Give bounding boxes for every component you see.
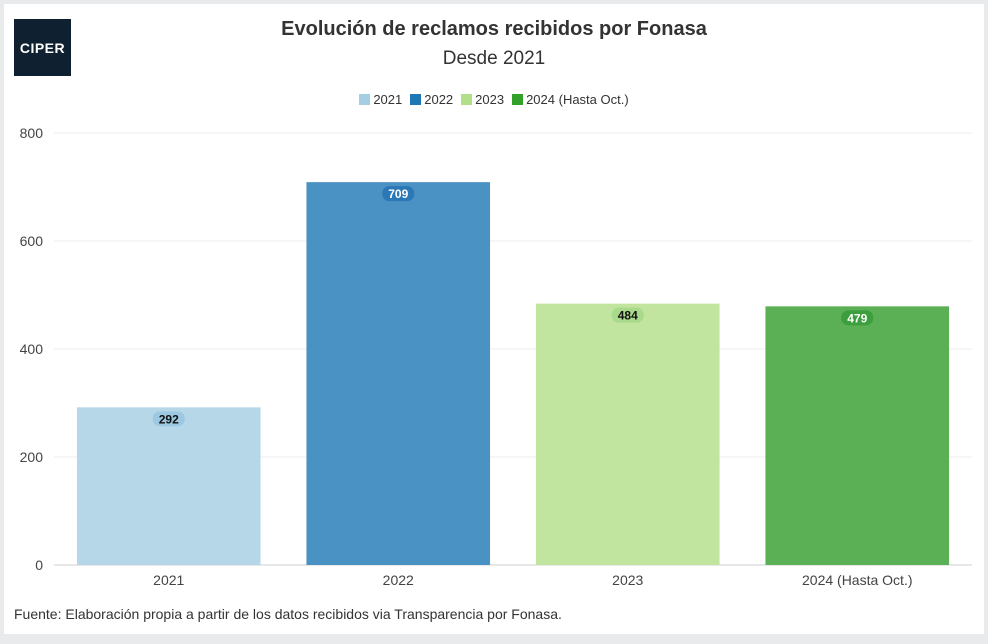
y-tick-label: 800 [20, 125, 44, 141]
ciper-logo[interactable]: CIPER [14, 19, 71, 76]
chart-card: CIPER Evolución de reclamos recibidos po… [4, 4, 984, 634]
source-note: Fuente: Elaboración propia a partir de l… [14, 606, 562, 622]
legend-label: 2021 [373, 92, 403, 107]
legend-item[interactable]: 2023 [461, 92, 504, 107]
chart-title: Evolución de reclamos recibidos por Fona… [281, 18, 707, 40]
x-tick-label: 2022 [383, 572, 414, 588]
legend-swatch [461, 94, 473, 105]
data-label: 709 [388, 187, 408, 201]
legend-label: 2023 [475, 92, 505, 107]
chart-subtitle: Desde 2021 [442, 48, 546, 69]
data-label: 292 [159, 412, 179, 426]
legend-swatch [410, 94, 422, 105]
data-label-background [382, 186, 415, 202]
bar[interactable] [765, 306, 950, 565]
y-tick-label: 200 [20, 449, 44, 465]
data-label: 484 [618, 309, 638, 323]
data-label-background [611, 307, 644, 323]
legend-label: 2024 (Hasta Oct.) [526, 92, 629, 107]
data-label-background [152, 411, 185, 427]
legend-item[interactable]: 2022 [410, 92, 453, 107]
x-tick-label: 2024 (Hasta Oct.) [802, 572, 913, 588]
legend-swatch [359, 94, 371, 105]
data-label: 479 [847, 311, 867, 325]
chart-legend: 2021 2022 2023 2024 (Hasta Oct.) [4, 92, 984, 107]
x-tick-label: 2021 [153, 572, 184, 588]
legend-item[interactable]: 2021 [359, 92, 402, 107]
bar[interactable] [535, 303, 720, 565]
y-tick-label: 600 [20, 233, 44, 249]
legend-swatch [512, 94, 524, 105]
bar[interactable] [76, 407, 261, 565]
x-tick-label: 2023 [612, 572, 643, 588]
legend-item[interactable]: 2024 (Hasta Oct.) [512, 92, 629, 107]
y-tick-label: 400 [20, 341, 44, 357]
data-label-background [841, 310, 874, 326]
bar[interactable] [306, 182, 491, 565]
y-tick-label: 0 [35, 557, 43, 573]
bar-chart: 0 200 400 600 800 292 2021 709 2022 484 2023 479 202… [20, 125, 972, 588]
legend-label: 2022 [424, 92, 454, 107]
